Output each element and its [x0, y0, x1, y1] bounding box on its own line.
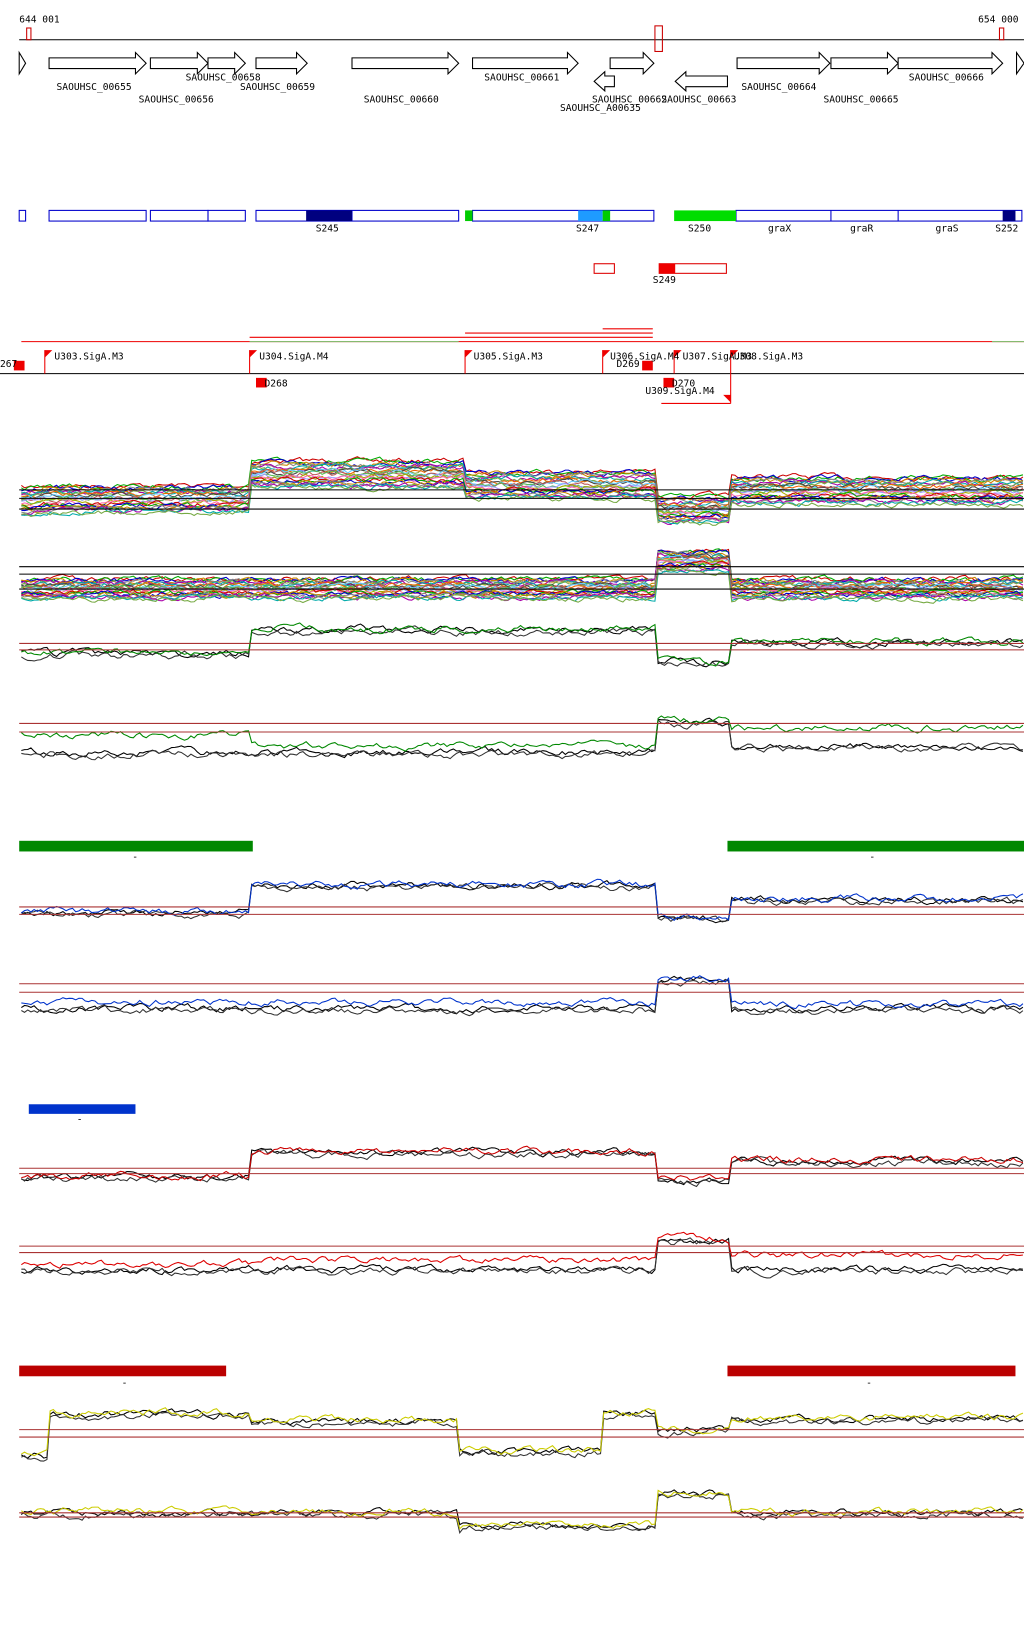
trace: [21, 1237, 1024, 1276]
promoter-label: D269: [617, 359, 640, 370]
promoter-label: U304.SigA.M4: [259, 352, 329, 363]
gene-arrow: [48, 51, 147, 76]
trace: [21, 1231, 1024, 1269]
trace: [21, 564, 1024, 600]
promoter-label: U307.SigA.M3: [683, 352, 753, 363]
trace: [21, 975, 1024, 1010]
trace: [21, 878, 1024, 921]
trace: [21, 481, 1024, 525]
trace: [21, 1493, 1023, 1534]
trace: [21, 548, 1024, 584]
gene-label: SAOUHSC_00666: [909, 72, 984, 83]
trace: [21, 717, 1024, 759]
gene-arrow: [736, 51, 831, 76]
condition-label: -: [122, 1378, 128, 1389]
trace: [21, 881, 1024, 923]
gene-label: SAOUHSC_00655: [57, 82, 132, 93]
promoter-label: U303.SigA.M3: [54, 352, 124, 363]
segment-label: S247: [576, 224, 599, 235]
trace: [21, 623, 1024, 668]
trace: [21, 975, 1024, 1015]
gene-label: SAOUHSC_00656: [139, 95, 214, 106]
condition-label: -: [869, 852, 875, 863]
segment-label: S252: [995, 224, 1018, 235]
segment-label: graR: [850, 224, 873, 235]
promoters: 267 U303.SigA.M3 U304.SigA.M4 U305.SigA.…: [0, 328, 1024, 404]
gene-label: SAOUHSC_00665: [823, 95, 898, 106]
gene-label: SAOUHSC_00659: [240, 82, 315, 93]
promoter-label: 267: [0, 359, 18, 370]
trace: [21, 718, 1023, 761]
gene-arrow: [255, 51, 308, 76]
gene-arrow: [18, 50, 27, 76]
gene-arrow: [609, 51, 655, 76]
gene-arrow: [674, 70, 728, 93]
condition-label: -: [866, 1378, 872, 1389]
trace: [21, 1148, 1024, 1188]
condition-label: -: [77, 1114, 83, 1125]
gene-arrow: [472, 51, 579, 76]
trace: [21, 550, 1024, 588]
trace: [21, 1407, 1024, 1457]
trace: [21, 622, 1024, 667]
segment-label: S250: [688, 224, 711, 235]
trace: [21, 552, 1024, 588]
trace: [21, 880, 1024, 924]
trace: [20, 715, 1024, 752]
trace: [21, 1408, 1024, 1459]
trace: [21, 477, 1024, 518]
segment-label: graX: [768, 224, 791, 235]
promoter-label: U309.SigA.M4: [645, 386, 715, 397]
gene-label: SAOUHSC_00660: [364, 95, 439, 106]
gene-arrow: [830, 51, 899, 76]
trace: [21, 565, 1024, 602]
trace: [20, 1489, 1024, 1531]
trace: [21, 625, 1024, 667]
promoter-label: U305.SigA.M3: [474, 352, 544, 363]
segment-label: S245: [316, 224, 339, 235]
ruler: 644 001 654 000: [19, 15, 1024, 52]
condition-bars: - - - - -: [19, 840, 1024, 1389]
gene-arrows: [18, 50, 1024, 93]
segment-label: graS: [935, 224, 958, 235]
gene-label: SAOUHSC_00662: [592, 95, 667, 106]
trace: [21, 553, 1024, 592]
trace: [21, 978, 1024, 1017]
gene-label: SAOUHSC_00664: [741, 82, 816, 93]
promoter-label: U306.SigA.M4: [610, 352, 680, 363]
condition-label: -: [132, 852, 138, 863]
gene-label: SAOUHSC_00663: [661, 95, 736, 106]
gene-arrow: [207, 51, 247, 76]
gene-arrow: [593, 70, 615, 93]
promoter-label: D268: [265, 378, 288, 389]
gene-labels: SAOUHSC_00655 SAOUHSC_00656 SAOUHSC_0065…: [57, 72, 985, 114]
promoter-label: D270: [672, 378, 695, 389]
gene-label: SAOUHSC_00658: [186, 72, 261, 83]
trace: [21, 467, 1024, 509]
gene-arrow: [897, 51, 1004, 76]
trace: [21, 549, 1024, 586]
gene-label: SAOUHSC_A00635: [560, 103, 641, 114]
ruler-start: 644 001: [19, 15, 60, 26]
segments: S245 S247 S250 graX graR graS S252 S249: [18, 209, 1023, 286]
expression-tracks: [19, 456, 1024, 1534]
gene-label: SAOUHSC_00661: [484, 72, 559, 83]
gene-arrow: [351, 51, 460, 76]
trace: [21, 1146, 1024, 1186]
trace: [21, 1237, 1024, 1279]
trace: [21, 548, 1024, 584]
gene-arrow: [1016, 50, 1024, 76]
trace: [21, 1145, 1024, 1182]
promoter-label: U308.SigA.M3: [734, 352, 804, 363]
gene-arrow: [149, 51, 209, 76]
ruler-end: 654 000: [978, 15, 1019, 26]
trace: [21, 567, 1024, 604]
segment-label: S249: [653, 275, 676, 286]
